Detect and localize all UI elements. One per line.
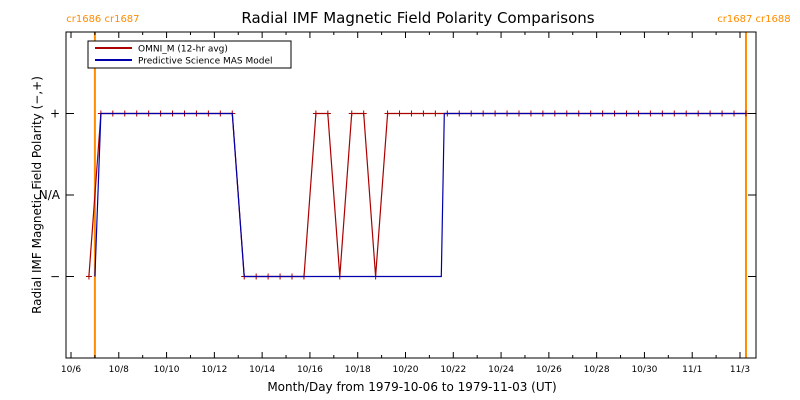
data-point-0-20 (324, 110, 331, 117)
x-tick-label-3: 10/12 (201, 365, 227, 375)
y-tick-label-0: + (50, 107, 60, 121)
x-tick-label-5: 10/16 (297, 365, 323, 375)
x-tick-label-12: 10/30 (631, 365, 657, 375)
data-point-0-22 (348, 110, 355, 117)
data-point-0-29 (432, 110, 439, 117)
series-line-1 (94, 112, 746, 278)
x-tick-label-4: 10/14 (249, 365, 275, 375)
data-point-0-26 (396, 110, 403, 117)
x-tick-label-11: 10/28 (584, 365, 610, 375)
series-layer (85, 110, 749, 280)
legend-label-0: OMNI_M (12-hr avg) (138, 45, 228, 55)
y-tick-label-1: N/A (39, 188, 61, 202)
data-point-0-25 (384, 110, 391, 117)
x-tick-label-2: 10/10 (154, 365, 180, 375)
x-tick-label-14: 11/3 (730, 365, 750, 375)
data-point-0-23 (360, 110, 367, 117)
data-point-0-27 (408, 110, 415, 117)
y-tick-label-2: − (50, 270, 60, 284)
chart-title: Radial IMF Magnetic Field Polarity Compa… (241, 9, 594, 27)
series-line-0 (88, 112, 746, 278)
x-tick-label-9: 10/24 (488, 365, 514, 375)
data-point-0-0 (85, 273, 92, 280)
data-point-0-28 (420, 110, 427, 117)
x-axis-label: Month/Day from 1979-10-06 to 1979-11-03 … (267, 380, 556, 394)
y-axis-label: Radial IMF Magnetic Field Polarity (−,+) (30, 76, 44, 314)
legend: OMNI_M (12-hr avg) Predictive Science MAS… (87, 40, 292, 69)
x-tick-label-8: 10/22 (440, 365, 466, 375)
x-tick-label-13: 11/1 (682, 365, 702, 375)
rotation-label-0: cr1686 cr1687 (66, 14, 139, 25)
rotation-label-1: cr1687 cr1688 (717, 14, 790, 25)
legend-label-1: Predictive Science MAS Model (138, 57, 273, 67)
x-tick-label-6: 10/18 (345, 365, 371, 375)
x-tick-label-0: 10/6 (61, 365, 81, 375)
plot-area-frame (65, 31, 757, 359)
x-tick-label-1: 10/8 (109, 365, 129, 375)
x-tick-label-7: 10/20 (393, 365, 419, 375)
legend-box (87, 40, 292, 69)
x-tick-label-10: 10/26 (536, 365, 562, 375)
axis-ticks: 10/6 10/8 10/10 10/12 10/14 10/16 10/18 10/20 10… (39, 32, 756, 375)
data-point-0-19 (312, 110, 319, 117)
